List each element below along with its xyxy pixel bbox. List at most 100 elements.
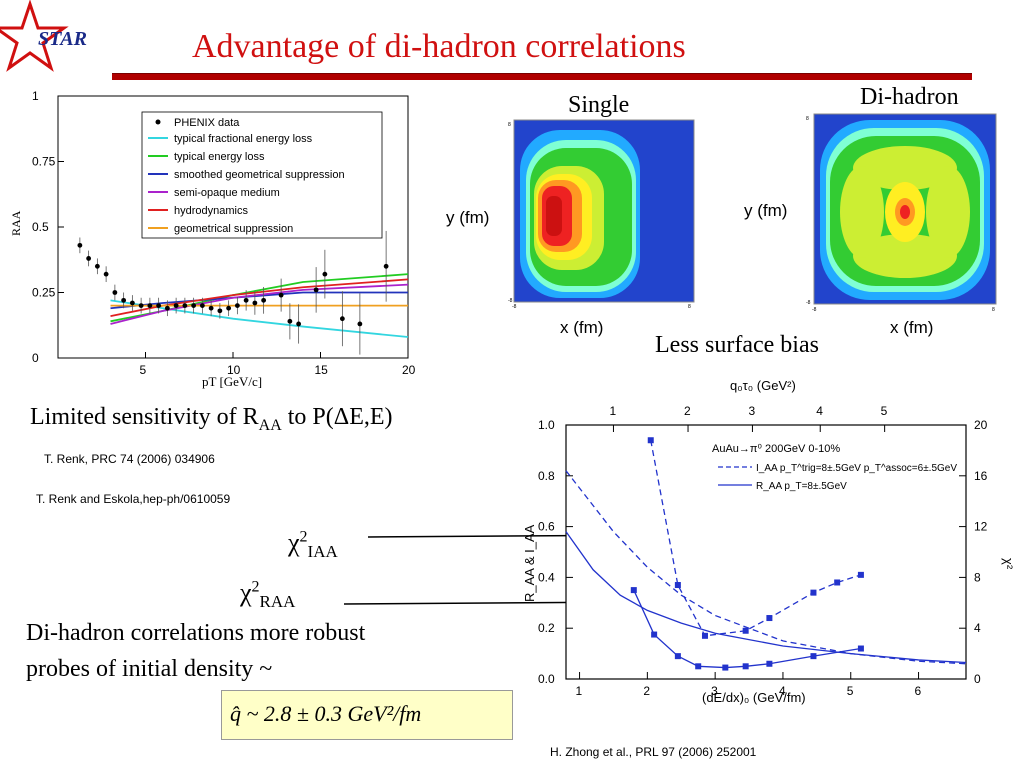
single-heatmap: 8 -8 -8 8: [508, 118, 696, 310]
raa-data-point: [112, 290, 118, 295]
reference-renk: T. Renk, PRC 74 (2006) 034906: [44, 452, 215, 466]
single-xtick-right: 8: [688, 304, 691, 308]
chi2-iaa-symbol: χ: [288, 528, 300, 557]
logo-text: STAR: [38, 28, 87, 50]
raa-data-point: [261, 297, 267, 303]
slide-title: Advantage of di-hadron correlations: [192, 28, 686, 65]
raa-ytick-label: 1: [32, 89, 39, 103]
rc-xtick-label: 2: [643, 684, 650, 698]
raa-data-point: [129, 300, 135, 306]
rc-top-xtick-label: 3: [748, 404, 755, 418]
rc-right-ytick-label: 16: [974, 469, 988, 483]
dihadron-level-yellowgreen-left: [840, 166, 884, 258]
rc-right-ytick-label: 12: [974, 520, 988, 534]
raa-data-point: [94, 263, 100, 269]
star-icon: STAR: [0, 0, 87, 72]
formula-box: [221, 690, 513, 740]
raa-series-line: [110, 278, 409, 317]
reference-zhong: H. Zhong et al., PRL 97 (2006) 252001: [550, 745, 757, 759]
raa-iaa-chart: 1 2 3 4 5 6 0.0 0.2 0.4 0.6 0.8 1.0 0 4 8 12 16 20 1 2 3 4 5 A…: [512, 372, 1024, 708]
rc-ytick-label: 0.6: [538, 520, 555, 534]
conclusion-line-1: Di-hadron correlations more robust: [26, 620, 366, 646]
rc-series-line: [650, 440, 862, 637]
rc-xtick-label: 5: [847, 684, 854, 698]
dihadron-level-yellowgreen-top: [853, 146, 957, 190]
rc-top-xtick-label: 2: [684, 404, 691, 418]
chi2-raa-sub: RAA: [259, 592, 296, 612]
rc-right-ytick-label: 8: [974, 570, 981, 584]
rc-xtick-label: 4: [779, 684, 786, 698]
raa-data-point: [234, 303, 240, 308]
raa-data-point: [252, 300, 258, 306]
rc-ytick-label: 0.2: [538, 621, 555, 635]
raa-series-line: [110, 283, 409, 325]
limited-sensitivity-post: to P(ΔE,E): [281, 404, 393, 430]
raa-legend-label: PHENIX data: [174, 117, 240, 129]
single-heatmap-svg: 8 -8 -8 8: [508, 119, 695, 310]
rc-legend-iaa: I_AA p_T^trig=8±.5GeV p_T^assoc=6±.5GeV: [756, 463, 957, 474]
raa-data-point: [217, 308, 223, 314]
rc-series-marker: [834, 579, 841, 586]
raa-data-point: [313, 287, 319, 293]
limited-sensitivity-pre: Limited sensitivity of R: [30, 404, 259, 430]
chi2-raa-label: χ2RAA: [240, 578, 295, 612]
raa-legend-label: smoothed geometrical suppression: [174, 169, 345, 181]
rc-right-ylabel: χ²: [1001, 558, 1016, 570]
rc-series-marker: [701, 632, 708, 639]
rc-legend-title: AuAu→π⁰ 200GeV 0-10%: [712, 443, 840, 455]
dihadron-level-yellowgreen-bottom: [853, 234, 957, 278]
rc-ylabel: R_AA & I_AA: [522, 524, 537, 602]
raa-data-point: [357, 321, 363, 327]
rc-series-marker: [857, 645, 864, 652]
rc-xlabel: (dE/dx)₀ (GeV/fm): [702, 690, 806, 705]
raa-data-point: [191, 303, 197, 308]
dihadron-heatmap-svg: 8 -8 -8 8: [806, 113, 997, 313]
raa-data-point: [226, 305, 232, 311]
rc-top-xtick-label: 5: [881, 404, 888, 418]
qhat-formula: q̂ ~ 2.8 ± 0.3 GeV²/fm: [230, 701, 422, 726]
chi2-iaa-sup: 2: [299, 528, 308, 546]
raa-legend-label: hydrodynamics: [174, 205, 248, 217]
raa-xtick-label: 15: [315, 363, 329, 377]
rc-top-xtick-label: 4: [816, 404, 823, 418]
dihadron-ylabel: y (fm): [744, 201, 788, 220]
raa-ytick-label: 0.75: [32, 155, 56, 169]
raa-ytick-label: 0: [32, 351, 39, 365]
raa-xlabel: pT [GeV/c]: [202, 374, 262, 389]
raa-data-point: [287, 318, 293, 324]
raa-data-point: [383, 263, 389, 269]
raa-data-point: [199, 303, 205, 308]
raa-legend-marker-phenix: [155, 119, 161, 125]
raa-data-point: [138, 303, 144, 308]
single-xlabel: x (fm): [560, 318, 604, 337]
conclusion-line-2: probes of initial density ~: [26, 656, 273, 682]
chi2-raa-sup: 2: [251, 578, 260, 596]
rc-series-marker: [742, 663, 749, 670]
single-level-darkred: [546, 196, 562, 236]
raa-legend-label: typical energy loss: [174, 151, 265, 163]
dihadron-heatmap-title: Di-hadron: [860, 84, 959, 110]
raa-data-point: [296, 321, 302, 327]
rc-series-marker: [722, 664, 729, 671]
rc-series-marker: [647, 437, 654, 444]
raa-xtick-label: 5: [140, 363, 147, 377]
single-heatmap-title: Single: [568, 92, 630, 118]
dihadron-xtick-left: -8: [812, 307, 817, 312]
rc-legend-raa: R_AA p_T=8±.5GeV: [756, 481, 847, 492]
rc-series-line: [565, 470, 967, 665]
raa-data-point: [339, 316, 345, 322]
rc-ytick-label: 0.4: [538, 570, 555, 584]
rc-series-marker: [810, 589, 817, 596]
rc-series-marker: [742, 627, 749, 634]
rc-right-ytick-label: 0: [974, 672, 981, 686]
rc-ytick-label: 0.8: [538, 469, 555, 483]
dihadron-xtick-right: 8: [992, 307, 995, 312]
raa-chart-svg: 5 10 15 20 0 0.25 0.5 0.75 1 PHENIX data typical …: [9, 89, 416, 389]
raa-data-point: [121, 297, 127, 303]
raa-legend-label: semi-opaque medium: [174, 187, 280, 199]
raa-data-point: [103, 271, 109, 277]
chi2-raa-symbol: χ: [240, 578, 252, 607]
rc-series-marker: [766, 660, 773, 667]
rc-top-xtick-label: 1: [609, 404, 616, 418]
